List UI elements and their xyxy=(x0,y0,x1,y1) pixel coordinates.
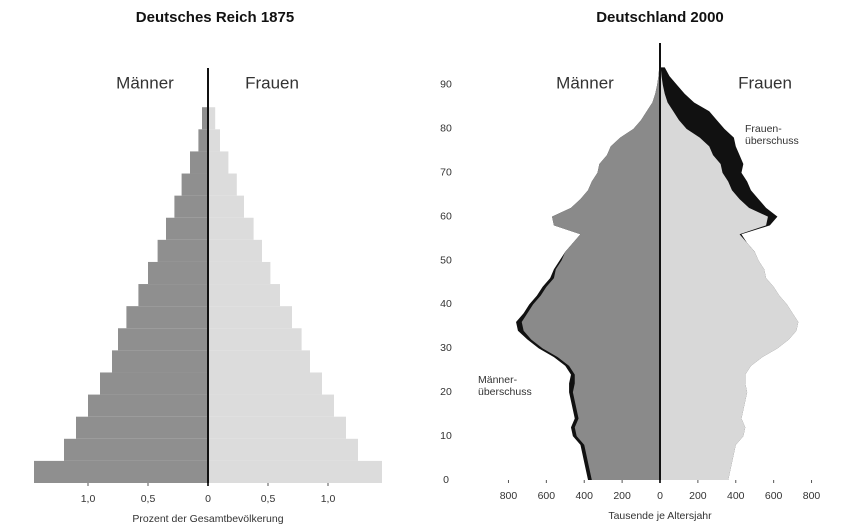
bar xyxy=(148,261,208,285)
y-tick-label: 30 xyxy=(440,342,452,354)
bar xyxy=(208,460,382,483)
x-axis-label: Tausende je Altersjahr xyxy=(608,510,712,522)
annotation: Männer- xyxy=(478,374,518,386)
bar xyxy=(126,306,208,329)
bar xyxy=(208,372,322,395)
legend-female: Frauen xyxy=(245,73,299,92)
bar xyxy=(118,328,208,351)
bar xyxy=(181,173,208,196)
x-tick-label: 0,5 xyxy=(261,493,276,505)
y-tick-label: 50 xyxy=(440,254,452,266)
x-tick-label: 800 xyxy=(500,490,518,502)
chart-title: Deutschland 2000 xyxy=(596,9,724,26)
area-shared xyxy=(660,67,799,480)
x-tick-label: 200 xyxy=(613,490,631,502)
bar xyxy=(34,460,208,483)
bar xyxy=(88,394,208,417)
legend-female: Frauen xyxy=(738,73,792,92)
bar xyxy=(157,239,208,262)
bar xyxy=(208,438,358,461)
x-tick-label: 0 xyxy=(205,493,211,505)
y-tick-label: 10 xyxy=(440,430,452,442)
bar xyxy=(208,328,302,351)
bar xyxy=(208,416,346,439)
area-shared xyxy=(521,67,660,481)
bar xyxy=(208,217,254,240)
bar xyxy=(198,129,208,152)
y-tick-label: 20 xyxy=(440,386,452,398)
y-tick-label: 40 xyxy=(440,298,452,310)
y-tick-label: 80 xyxy=(440,123,452,135)
bar xyxy=(208,107,216,130)
x-tick-label: 800 xyxy=(803,490,821,502)
annotation: überschuss xyxy=(478,386,532,398)
bar xyxy=(138,284,208,307)
bar xyxy=(208,394,334,417)
bar xyxy=(208,151,229,174)
x-tick-label: 0,5 xyxy=(141,493,156,505)
bar xyxy=(208,173,237,196)
bar xyxy=(208,306,292,329)
legend-male: Männer xyxy=(556,73,614,92)
bar xyxy=(190,151,208,174)
x-tick-label: 1,0 xyxy=(321,493,336,505)
bar xyxy=(202,107,208,130)
bar xyxy=(208,261,271,285)
x-tick-label: 400 xyxy=(575,490,593,502)
y-tick-label: 60 xyxy=(440,210,452,222)
bar xyxy=(208,129,220,152)
bar xyxy=(208,195,244,218)
legend-male: Männer xyxy=(116,73,174,92)
bar xyxy=(64,438,208,461)
chart-title: Deutsches Reich 1875 xyxy=(136,9,294,26)
bar xyxy=(76,416,208,439)
bar xyxy=(208,350,310,373)
y-tick-label: 70 xyxy=(440,167,452,179)
x-tick-label: 0 xyxy=(657,490,663,502)
bar xyxy=(166,217,208,240)
x-tick-label: 600 xyxy=(538,490,556,502)
x-axis-label: Prozent der Gesamtbevölkerung xyxy=(132,513,283,525)
y-tick-label: 0 xyxy=(443,474,449,486)
annotation: überschuss xyxy=(745,135,799,147)
bar xyxy=(208,284,280,307)
bar xyxy=(100,372,208,395)
x-tick-label: 400 xyxy=(727,490,745,502)
x-tick-label: 1,0 xyxy=(81,493,96,505)
bar xyxy=(174,195,208,218)
bar xyxy=(208,239,262,262)
bar xyxy=(112,350,208,373)
annotation: Frauen- xyxy=(745,123,782,135)
x-tick-label: 600 xyxy=(765,490,783,502)
x-tick-label: 200 xyxy=(689,490,707,502)
y-tick-label: 90 xyxy=(440,79,452,91)
